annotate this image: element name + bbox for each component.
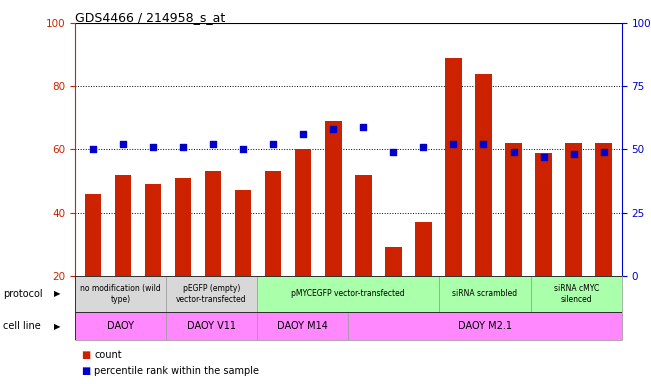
Bar xyxy=(166,312,257,340)
Bar xyxy=(85,194,101,339)
Bar xyxy=(445,58,462,339)
Text: no modification (wild
type): no modification (wild type) xyxy=(80,284,161,304)
Bar xyxy=(75,312,166,340)
Bar xyxy=(205,172,221,339)
Bar xyxy=(257,312,348,340)
Text: DAOY: DAOY xyxy=(107,321,134,331)
Bar xyxy=(415,222,432,339)
Bar xyxy=(295,149,311,339)
Bar xyxy=(145,184,161,339)
Text: ■: ■ xyxy=(81,350,90,360)
Text: pMYCEGFP vector-transfected: pMYCEGFP vector-transfected xyxy=(292,290,405,298)
Point xyxy=(388,149,398,155)
Text: siRNA scrambled: siRNA scrambled xyxy=(452,290,518,298)
Bar xyxy=(596,143,612,339)
Point xyxy=(478,141,489,147)
Bar xyxy=(565,143,582,339)
Text: DAOY M2.1: DAOY M2.1 xyxy=(458,321,512,331)
Point xyxy=(508,149,519,155)
Bar xyxy=(115,175,132,339)
Text: percentile rank within the sample: percentile rank within the sample xyxy=(94,366,259,376)
Bar xyxy=(348,312,622,340)
Point xyxy=(538,154,549,160)
Text: GDS4466 / 214958_s_at: GDS4466 / 214958_s_at xyxy=(75,12,225,25)
Point xyxy=(208,141,218,147)
Point xyxy=(568,151,579,157)
Bar xyxy=(505,143,522,339)
Bar xyxy=(475,74,492,339)
Point xyxy=(598,149,609,155)
Text: count: count xyxy=(94,350,122,360)
Point xyxy=(88,146,98,152)
Bar xyxy=(531,276,622,312)
Bar xyxy=(385,247,402,339)
Point xyxy=(418,144,428,150)
Point xyxy=(328,126,339,132)
Point xyxy=(178,144,188,150)
Bar xyxy=(257,276,439,312)
Point xyxy=(148,144,158,150)
Point xyxy=(268,141,279,147)
Point xyxy=(358,124,368,130)
Text: ▶: ▶ xyxy=(54,290,61,298)
Text: siRNA cMYC
silenced: siRNA cMYC silenced xyxy=(553,284,599,304)
Bar xyxy=(235,190,251,339)
Bar xyxy=(325,121,342,339)
Text: pEGFP (empty)
vector-transfected: pEGFP (empty) vector-transfected xyxy=(176,284,247,304)
Bar xyxy=(265,172,281,339)
Point xyxy=(449,141,459,147)
Bar xyxy=(174,178,191,339)
Bar xyxy=(439,276,531,312)
Text: DAOY M14: DAOY M14 xyxy=(277,321,328,331)
Text: ▶: ▶ xyxy=(54,321,61,331)
Text: cell line: cell line xyxy=(3,321,41,331)
Text: DAOY V11: DAOY V11 xyxy=(187,321,236,331)
Bar xyxy=(535,152,552,339)
Bar xyxy=(75,276,166,312)
Bar xyxy=(166,276,257,312)
Text: protocol: protocol xyxy=(3,289,43,299)
Point xyxy=(298,131,309,137)
Point xyxy=(238,146,248,152)
Bar xyxy=(355,175,372,339)
Point xyxy=(118,141,128,147)
Text: ■: ■ xyxy=(81,366,90,376)
